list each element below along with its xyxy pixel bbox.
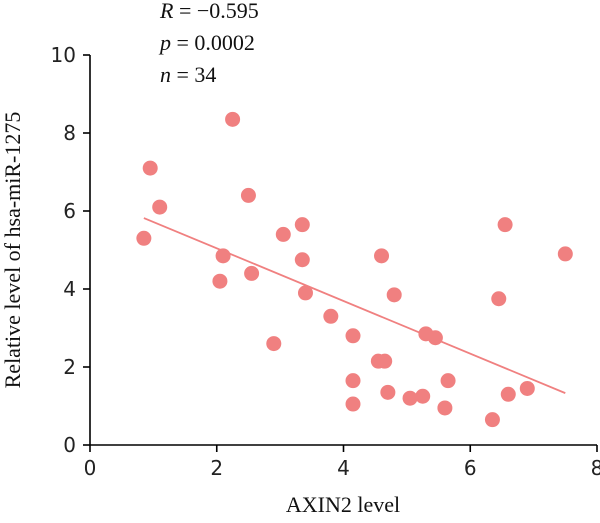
data-point: [294, 252, 310, 268]
data-point: [484, 412, 500, 428]
data-point: [497, 217, 513, 233]
data-point: [323, 308, 339, 324]
data-point: [374, 248, 390, 264]
y-tick-label: 8: [63, 121, 76, 145]
regression-line: [143, 217, 566, 394]
data-point: [386, 287, 402, 303]
stat-r: R = −0.595: [159, 0, 259, 23]
stat-p: p = 0.0002: [158, 30, 255, 55]
data-point: [345, 373, 361, 389]
y-tick-label: 2: [63, 355, 76, 379]
data-point: [491, 291, 507, 307]
data-point: [294, 217, 310, 233]
stat-p-symbol: p: [158, 30, 171, 55]
stat-r-symbol: R: [159, 0, 174, 23]
data-point: [415, 388, 431, 404]
x-tick-label: 4: [337, 456, 350, 480]
data-point: [152, 199, 168, 215]
data-point: [519, 380, 535, 396]
x-tick-label: 8: [591, 456, 600, 480]
data-point: [266, 336, 282, 352]
data-point: [377, 353, 393, 369]
data-point: [136, 230, 152, 246]
points-layer: [136, 111, 573, 428]
data-point: [240, 187, 256, 203]
y-tick-label: 0: [63, 433, 76, 457]
data-point: [215, 248, 231, 264]
stat-n-value: = 34: [171, 62, 216, 87]
data-point: [297, 285, 313, 301]
x-tick-label: 2: [210, 456, 223, 480]
data-point: [225, 111, 241, 127]
y-tick-label: 4: [63, 277, 76, 301]
ticks-layer: 0 2 4 6 8 0 2 4 6 8 10: [51, 43, 600, 480]
x-axis-title: AXIN2 level: [286, 492, 400, 517]
data-point: [345, 328, 361, 344]
y-axis-title: Relative level of hsa-miR-1275: [0, 112, 25, 389]
y-tick-label: 6: [63, 199, 76, 223]
x-tick-label: 0: [84, 456, 97, 480]
trendline-layer: [143, 217, 566, 394]
data-point: [437, 400, 453, 416]
data-point: [345, 396, 361, 412]
stat-n-symbol: n: [160, 62, 171, 87]
data-point: [440, 373, 456, 389]
data-point: [557, 246, 573, 262]
data-point: [427, 330, 443, 346]
stat-r-value: = −0.595: [173, 0, 258, 23]
y-tick-label: 10: [51, 43, 76, 67]
data-point: [402, 390, 418, 406]
data-point: [500, 386, 516, 402]
data-point: [142, 160, 158, 176]
stat-n: n = 34: [160, 62, 216, 87]
x-tick-label: 6: [464, 456, 477, 480]
data-point: [244, 265, 260, 281]
data-point: [275, 226, 291, 242]
data-point: [380, 384, 396, 400]
stat-p-value: = 0.0002: [171, 30, 255, 55]
data-point: [212, 273, 228, 289]
